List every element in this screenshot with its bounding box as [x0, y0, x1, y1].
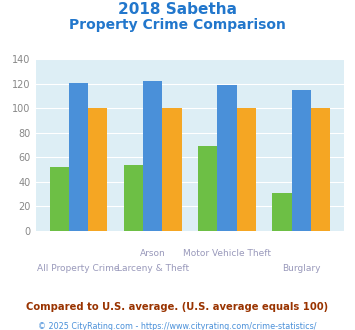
Bar — [311, 109, 330, 231]
Bar — [272, 193, 292, 231]
Text: All Property Crime: All Property Crime — [37, 264, 120, 273]
Bar — [163, 109, 182, 231]
Bar — [124, 165, 143, 231]
Bar — [69, 83, 88, 231]
Text: 2018 Sabetha: 2018 Sabetha — [118, 2, 237, 16]
Bar — [217, 85, 237, 231]
Text: Property Crime Comparison: Property Crime Comparison — [69, 18, 286, 32]
Text: © 2025 CityRating.com - https://www.cityrating.com/crime-statistics/: © 2025 CityRating.com - https://www.city… — [38, 322, 317, 330]
Bar — [50, 167, 69, 231]
Bar — [88, 109, 108, 231]
Bar — [143, 82, 163, 231]
Text: Burglary: Burglary — [282, 264, 321, 273]
Text: Compared to U.S. average. (U.S. average equals 100): Compared to U.S. average. (U.S. average … — [26, 302, 329, 312]
Text: Motor Vehicle Theft: Motor Vehicle Theft — [183, 249, 271, 258]
Bar — [198, 147, 217, 231]
Text: Larceny & Theft: Larceny & Theft — [117, 264, 189, 273]
Bar — [237, 109, 256, 231]
Text: Arson: Arson — [140, 249, 166, 258]
Bar — [292, 90, 311, 231]
